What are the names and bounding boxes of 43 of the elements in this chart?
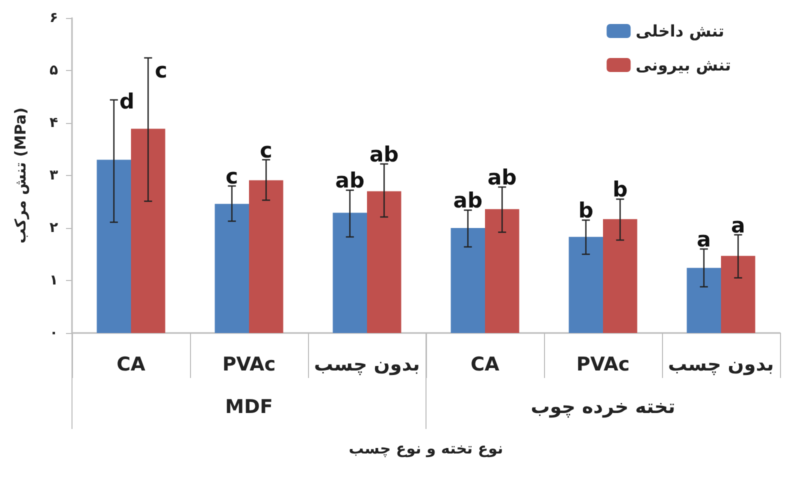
- y-tick-label: ۴: [49, 115, 58, 131]
- bar: [568, 236, 603, 333]
- legend-label: تنش بیرونی: [636, 56, 731, 74]
- data-label: b: [578, 198, 594, 223]
- y-tick-label: ۰: [49, 325, 58, 341]
- text: تخته خرده چوب: [530, 396, 676, 418]
- data-label: ab: [453, 188, 482, 213]
- data-label: b: [612, 178, 628, 202]
- data-label: ab: [370, 142, 399, 166]
- text: MDF: [225, 396, 273, 418]
- bar: [686, 268, 721, 333]
- bar: [332, 212, 367, 333]
- bar: [367, 191, 402, 333]
- data-label: d: [119, 89, 134, 114]
- x-tick-label: CA: [116, 354, 146, 376]
- x-axis-title: نوع تخته و نوع چسب: [348, 440, 504, 458]
- legend-label: تنش داخلی: [636, 22, 724, 40]
- bar: [721, 256, 756, 333]
- x-tick-label: بدون چسب: [668, 354, 774, 376]
- data-label: a: [731, 213, 746, 238]
- bar: [450, 228, 485, 333]
- y-tick-label: ۲: [49, 220, 58, 236]
- y-tick-label: ۶: [49, 10, 58, 26]
- data-label: ab: [488, 166, 517, 190]
- data-label: c: [260, 138, 272, 162]
- bar: [214, 204, 249, 333]
- bar: [96, 160, 131, 333]
- data-label: a: [696, 228, 711, 252]
- y-axis-title: تنش مرکب (MPa): [12, 108, 30, 244]
- data-label: c: [226, 164, 238, 188]
- bar: [603, 219, 638, 333]
- y-tick-label: ۵: [49, 62, 58, 78]
- bar: [485, 209, 520, 333]
- x-tick-label: CA: [470, 354, 500, 376]
- bar: [131, 128, 166, 333]
- y-tick-label: ۱: [49, 272, 58, 288]
- x-tick-label: PVAc: [576, 354, 630, 376]
- x-tick-label: بدون چسب: [314, 354, 420, 376]
- bar: [249, 180, 284, 333]
- data-label: c: [154, 58, 168, 82]
- data-label: ab: [335, 168, 364, 193]
- x-tick-label: PVAc: [222, 354, 276, 376]
- y-tick-label: ۳: [49, 168, 58, 184]
